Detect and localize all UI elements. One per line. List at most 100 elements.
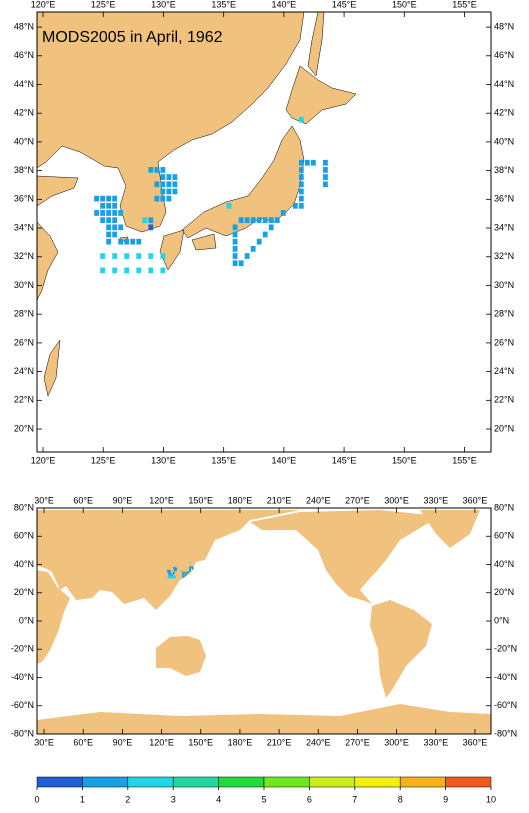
x-tick-label: 360°E	[463, 737, 488, 747]
obs-cell	[130, 238, 136, 245]
y-tick-label: 42°N	[494, 108, 514, 118]
obs-cell	[142, 217, 148, 224]
obs-cell	[148, 224, 154, 231]
x-tick-label: 180°E	[228, 495, 253, 505]
obs-cell	[268, 217, 274, 224]
colorbar-segment	[399, 776, 446, 788]
x-tick-label: 90°E	[113, 737, 133, 747]
obs-cell	[250, 245, 256, 252]
obs-cell	[100, 253, 106, 259]
obs-cell	[136, 238, 142, 245]
x-tick-label: 150°E	[188, 737, 213, 747]
colorbar-label: 2	[125, 794, 130, 804]
obs-cell	[292, 202, 298, 209]
colorbar-label: 7	[352, 794, 357, 804]
x-tick-label: 125°E	[91, 455, 116, 465]
obs-cell	[298, 116, 304, 123]
obs-cell	[170, 575, 172, 577]
obs-cell	[169, 575, 171, 577]
obs-cell	[298, 167, 304, 173]
top-land	[36, 11, 357, 397]
y-tick-label: 80°N	[494, 502, 514, 512]
obs-cell	[171, 574, 174, 576]
obs-cell	[154, 181, 160, 188]
y-tick-label: 26°N	[14, 337, 34, 347]
eurasia	[37, 510, 300, 610]
y-tick-label: 40°N	[494, 559, 514, 569]
y-tick-label: 36°N	[14, 194, 34, 204]
obs-cell	[172, 576, 175, 579]
obs-cell	[112, 231, 118, 238]
y-tick-label: 34°N	[14, 222, 34, 232]
obs-cell	[167, 575, 170, 577]
africa	[37, 570, 70, 664]
obs-cell	[106, 231, 112, 238]
y-tick-label: 34°N	[494, 222, 514, 232]
y-tick-label: 26°N	[494, 337, 514, 347]
y-tick-label: 46°N	[494, 50, 514, 60]
x-tick-label: 130°E	[151, 455, 176, 465]
y-tick-label: 28°N	[14, 309, 34, 319]
kyushu	[159, 229, 185, 271]
x-tick-label: 330°E	[423, 495, 448, 505]
obs-cell	[148, 217, 154, 224]
colorbar-segment	[354, 776, 401, 788]
obs-cell	[136, 267, 142, 274]
x-tick-label: 60°E	[73, 495, 93, 505]
obs-cell	[100, 217, 106, 224]
obs-cell	[160, 181, 166, 188]
x-tick-label: 145°E	[332, 455, 357, 465]
top-map-frame	[36, 11, 492, 453]
obs-cell	[106, 202, 112, 209]
y-tick-label: 32°N	[14, 251, 34, 261]
y-tick-label: 44°N	[14, 79, 34, 89]
y-tick-label: 36°N	[494, 194, 514, 204]
y-tick-label: -20°N	[11, 644, 34, 654]
obs-cell	[124, 238, 130, 245]
obs-cell	[323, 159, 328, 166]
obs-cell	[170, 576, 172, 579]
obs-cell	[168, 574, 170, 576]
obs-cell	[112, 224, 118, 231]
y-tick-label: 38°N	[494, 165, 514, 175]
antarctica	[37, 704, 491, 734]
colorbar-segment	[82, 776, 129, 788]
y-tick-label: 42°N	[14, 108, 34, 118]
obs-cell	[160, 253, 166, 259]
obs-cell	[191, 568, 194, 570]
y-tick-label: 40°N	[494, 136, 514, 146]
obs-cell	[172, 188, 178, 195]
obs-cell	[118, 238, 124, 245]
colorbar-segment	[36, 776, 83, 788]
obs-cell	[310, 159, 316, 166]
x-tick-label: 180°E	[228, 737, 253, 747]
colorbar-label: 8	[398, 794, 403, 804]
obs-cell	[189, 562, 191, 564]
obs-cell	[94, 195, 100, 202]
obs-cell	[232, 260, 238, 267]
obs-cell	[106, 217, 112, 224]
obs-cell	[112, 267, 118, 274]
y-tick-label: 22°N	[14, 395, 34, 405]
obs-cell	[268, 224, 274, 231]
sakhalin	[307, 11, 325, 77]
obs-cell	[274, 217, 280, 224]
y-tick-label: -40°N	[494, 672, 517, 682]
obs-cell	[172, 181, 178, 188]
y-tick-label: 80°N	[14, 502, 34, 512]
colorbar-label: 3	[171, 794, 176, 804]
y-tick-label: 24°N	[14, 366, 34, 376]
obs-cell	[148, 167, 154, 173]
colorbar-segment	[218, 776, 265, 788]
greenland	[420, 510, 480, 548]
taiwan	[43, 339, 61, 397]
obs-cell	[118, 210, 124, 216]
obs-cell	[166, 195, 172, 202]
hokkaido	[285, 65, 357, 125]
x-tick-label: 150°E	[188, 495, 213, 505]
x-tick-label: 155°E	[452, 455, 477, 465]
x-tick-label: 120°E	[149, 495, 174, 505]
obs-cell	[174, 575, 176, 577]
x-tick-label: 270°E	[345, 495, 370, 505]
obs-cell	[106, 210, 112, 216]
